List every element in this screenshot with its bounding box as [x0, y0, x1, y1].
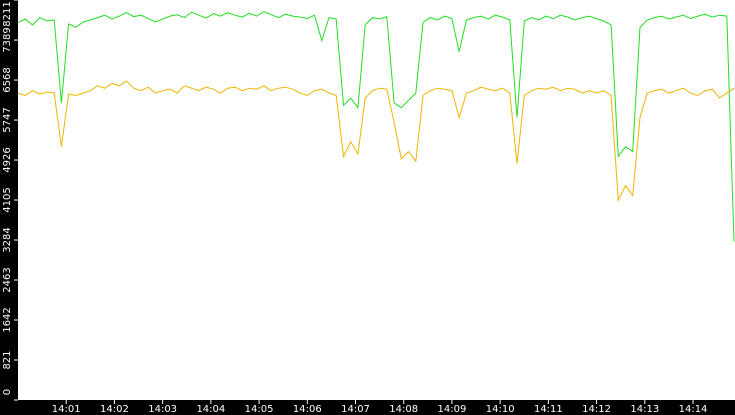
y-tick-label: 3284: [2, 227, 13, 252]
y-tick-label: 821: [2, 350, 13, 369]
x-tick-label: 14:10: [486, 404, 515, 415]
y-tick-label: 5747: [2, 107, 13, 132]
x-tick-label: 14:09: [438, 404, 467, 415]
x-tick-label: 14:14: [679, 404, 708, 415]
x-tick-label: 14:12: [582, 404, 611, 415]
x-tick-label: 14:11: [534, 404, 563, 415]
x-tick-label: 14:04: [196, 404, 225, 415]
x-tick-label: 14:05: [245, 404, 274, 415]
x-tick-label: 14:03: [148, 404, 177, 415]
x-tick-label: 14:02: [100, 404, 129, 415]
y-tick-label: 2463: [2, 267, 13, 292]
x-tick-label: 14:07: [341, 404, 370, 415]
series-line: [17, 11, 735, 242]
y-tick-label: 4105: [2, 187, 13, 212]
series-line: [17, 80, 735, 203]
y-tick-label: 1642: [2, 307, 13, 332]
x-tick-label: 14:01: [52, 404, 81, 415]
y-tick-label: 4926: [2, 147, 13, 172]
x-axis-strip: [0, 400, 735, 415]
x-tick-label: 14:13: [630, 404, 659, 415]
y-tick-label: 0: [2, 389, 13, 395]
y-axis-strip: [0, 0, 18, 415]
y-tick-label: 7389: [2, 27, 13, 52]
y-tick-label: 6568: [2, 67, 13, 92]
x-tick-label: 14:06: [293, 404, 322, 415]
y-tick-label: 8211: [2, 1, 13, 26]
x-tick-label: 14:08: [389, 404, 418, 415]
